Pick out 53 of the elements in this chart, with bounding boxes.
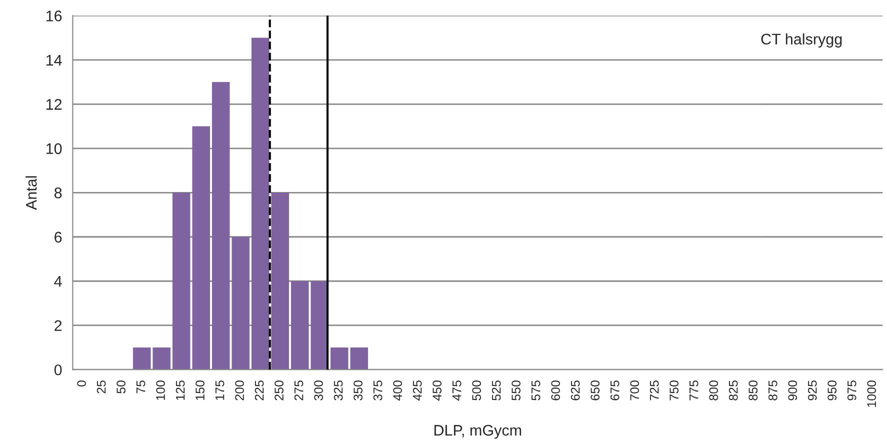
x-tick-label: 75 — [136, 380, 146, 394]
x-tick-label: 650 — [590, 380, 600, 400]
y-tick-label: 12 — [46, 99, 62, 110]
x-tick-label: 925 — [808, 380, 817, 400]
y-tick-label: 8 — [54, 188, 62, 198]
y-tick-label: 16 — [46, 10, 62, 22]
x-tick-label: 325 — [334, 380, 343, 400]
x-tick-label: 500 — [472, 380, 482, 400]
x-axis-title: DLP, mGycm — [434, 424, 522, 439]
x-tick-label: 700 — [630, 380, 640, 400]
x-tick-label: 475 — [452, 380, 462, 401]
x-tick-label: 450 — [432, 380, 442, 401]
x-tick-label: 0 — [77, 380, 86, 386]
x-tick-label: 550 — [512, 380, 521, 400]
x-tick-label: 200 — [235, 380, 244, 400]
x-tick-label: 100 — [156, 380, 165, 400]
x-tick-label: 950 — [828, 380, 837, 400]
x-tick-label: 1000 — [867, 380, 876, 407]
y-tick-label: 4 — [54, 276, 62, 287]
y-tick-label: 6 — [54, 232, 62, 243]
x-tick-label: 975 — [847, 380, 856, 400]
x-tick-label: 275 — [294, 380, 304, 400]
x-tick-label: 300 — [314, 380, 323, 400]
x-tick-label: 600 — [551, 380, 560, 400]
x-tick-label: 50 — [116, 380, 126, 394]
x-tick-label: 525 — [492, 380, 501, 400]
annotation: CT halsrygg — [761, 33, 842, 48]
x-tick-label: 425 — [412, 380, 422, 401]
x-tick-label: 400 — [393, 380, 402, 401]
x-tick-label: 375 — [373, 380, 382, 400]
x-tick-label: 800 — [709, 380, 718, 400]
x-tick-label: 625 — [570, 380, 580, 400]
x-tick-label: 175 — [216, 380, 224, 400]
y-tick-label: 2 — [54, 320, 62, 331]
y-axis-title: Antal — [26, 176, 37, 210]
x-tick-label: 875 — [768, 380, 778, 400]
x-tick-label: 750 — [670, 380, 679, 400]
x-tick-label: 825 — [728, 380, 738, 400]
x-tick-label: 775 — [690, 380, 698, 400]
y-tick-label: 0 — [54, 364, 62, 376]
x-tick-label: 350 — [354, 380, 362, 400]
x-tick-label: 25 — [96, 380, 106, 394]
x-tick-label: 725 — [650, 380, 659, 400]
x-tick-label: 250 — [274, 380, 284, 400]
x-tick-label: 575 — [532, 380, 540, 400]
y-tick-label: 10 — [46, 143, 62, 154]
x-tick-label: 850 — [748, 380, 758, 400]
x-tick-label: 225 — [254, 380, 264, 400]
x-tick-label: 675 — [610, 380, 620, 400]
x-tick-label: 900 — [788, 380, 798, 400]
x-tick-label: 125 — [176, 380, 185, 400]
y-tick-label: 14 — [46, 54, 62, 66]
x-tick-label: 150 — [196, 380, 204, 400]
